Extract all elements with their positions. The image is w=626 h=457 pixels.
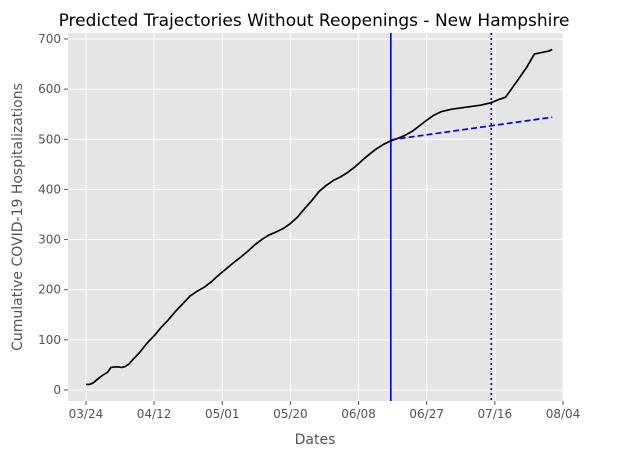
x-tick-label: 04/12 <box>137 407 172 421</box>
y-tick-label: 600 <box>38 82 61 96</box>
reference-lines <box>390 33 493 401</box>
x-tick-label: 05/01 <box>205 407 240 421</box>
x-tick-label: 03/24 <box>69 407 104 421</box>
y-tick-label: 300 <box>38 233 61 247</box>
observed-series-line <box>85 48 553 386</box>
x-tick-label: 06/27 <box>409 407 444 421</box>
x-tick-label: 08/04 <box>546 407 581 421</box>
x-tick-label: 07/16 <box>478 407 513 421</box>
x-tick-label: 05/20 <box>273 407 308 421</box>
grid-lines <box>68 33 564 401</box>
y-tick-label: 500 <box>38 132 61 146</box>
x-axis-label: Dates <box>295 432 336 448</box>
x-axis-ticks: 03/24 04/12 05/01 05/20 06/08 06/27 07/16 08/04 <box>69 401 581 421</box>
y-axis-label: Cumulative COVID-19 Hospitalizations <box>10 83 26 351</box>
y-axis-ticks: 0 100 200 300 400 500 600 700 <box>38 32 68 397</box>
y-tick-label: 200 <box>38 283 61 297</box>
y-tick-label: 100 <box>38 333 61 347</box>
projection-series-line <box>390 116 553 141</box>
y-tick-label: 0 <box>53 383 61 397</box>
chart-title: Predicted Trajectories Without Reopening… <box>59 11 570 31</box>
plot-area <box>68 33 563 401</box>
x-tick-label: 06/08 <box>341 407 376 421</box>
y-tick-label: 400 <box>38 182 61 196</box>
y-tick-label: 700 <box>38 32 61 46</box>
series-lines <box>85 48 553 386</box>
